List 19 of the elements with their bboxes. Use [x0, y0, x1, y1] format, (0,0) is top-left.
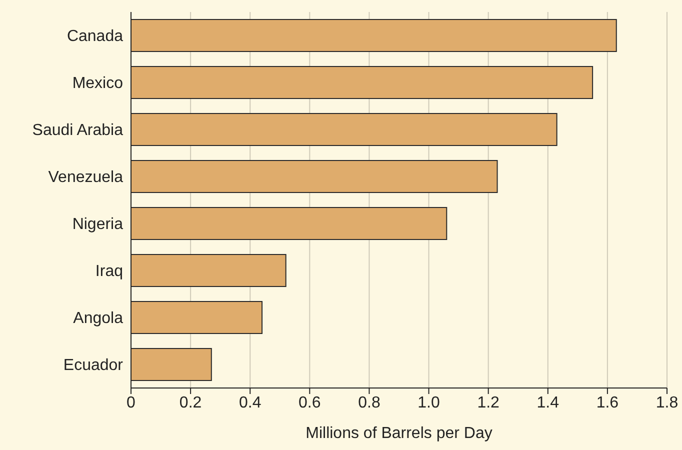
x-tick-label: 1.0 [418, 394, 440, 412]
y-tick-label: Ecuador [63, 357, 124, 374]
x-tick-label: 0.4 [238, 394, 262, 412]
x-axis-title: Millions of Barrels per Day [306, 425, 492, 442]
x-tick-label: 0.8 [358, 394, 380, 412]
x-tick-label: 1.4 [536, 394, 560, 412]
y-tick-label: Mexico [72, 75, 124, 92]
x-tick-label: 1.6 [596, 394, 619, 412]
y-tick-label: Canada [66, 28, 124, 46]
y-tick-label: Iraq [95, 263, 123, 280]
y-tick-label: Nigeria [72, 216, 124, 234]
x-tick-label: 0.2 [179, 394, 202, 412]
y-tick-label: Venezuela [48, 169, 124, 186]
x-tick-label: 1.2 [477, 394, 500, 412]
x-tick-label: 1.8 [656, 394, 678, 412]
y-tick-label: Angola [73, 310, 124, 328]
x-tick-label: 0.6 [298, 394, 321, 412]
x-tick-label: 0 [126, 394, 136, 412]
y-tick-label: Saudi Arabia [32, 122, 124, 140]
